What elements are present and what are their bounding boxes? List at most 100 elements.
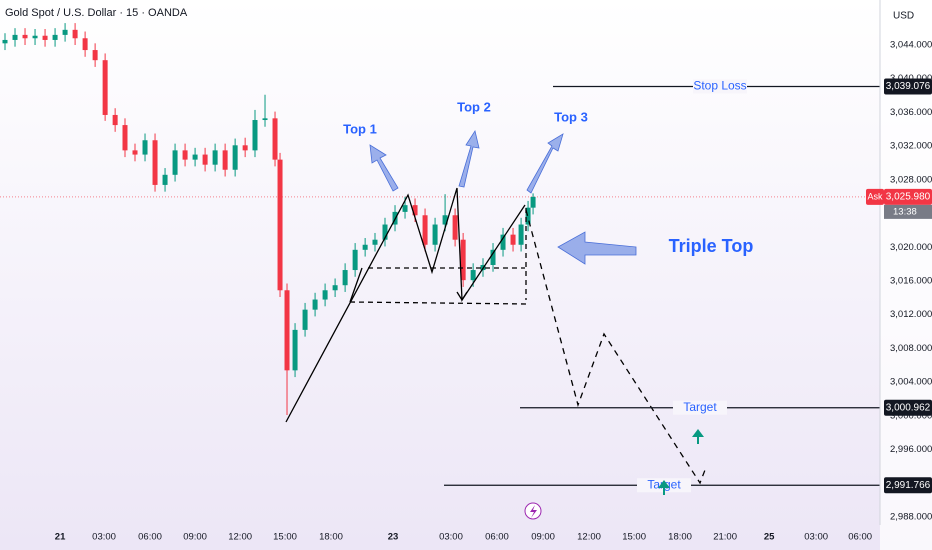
annotation: Top 3 <box>554 109 588 124</box>
countdown-tag <box>884 204 932 219</box>
candle-body <box>352 249 358 271</box>
x-tick-label: 06:00 <box>848 532 872 543</box>
arrow-head <box>456 291 468 302</box>
candle-body <box>202 154 208 165</box>
candle-body <box>412 205 418 216</box>
candle-body <box>342 270 348 286</box>
x-tick-label: 09:00 <box>531 532 555 543</box>
candle-body <box>525 207 531 225</box>
x-tick-label: 21 <box>55 532 66 543</box>
candle-body <box>132 150 138 155</box>
countdown-label: 13:38 <box>893 206 917 217</box>
y-tick-label: 3,004.000 <box>890 377 932 388</box>
candle-body <box>442 215 448 225</box>
x-tick-label: 09:00 <box>183 532 207 543</box>
candle-body <box>422 215 428 245</box>
candle-body <box>52 34 58 40</box>
candle-body <box>382 224 388 240</box>
y-tick-label: 3,020.000 <box>890 242 932 253</box>
x-tick-label: 18:00 <box>319 532 343 543</box>
candle-body <box>112 114 118 126</box>
up-arrow-icon <box>692 429 704 444</box>
trend-lines <box>285 187 526 423</box>
candle-body <box>242 145 248 151</box>
price-line-label: Target <box>683 400 717 414</box>
y-tick-label: 3,032.000 <box>890 141 932 152</box>
x-tick-label: 15:00 <box>273 532 297 543</box>
candle-body <box>510 234 516 245</box>
label-bg <box>693 79 747 94</box>
candle-body <box>272 118 278 160</box>
x-tick-label: 03:00 <box>92 532 116 543</box>
x-tick-label: 15:00 <box>622 532 646 543</box>
y-tick-label: 3,016.000 <box>890 276 932 287</box>
candle-body <box>182 150 188 160</box>
y-tick-label: 3,008.000 <box>890 343 932 354</box>
candle-body <box>277 159 283 291</box>
price-tag-label: 2,991.766 <box>886 480 931 491</box>
projection <box>525 209 706 485</box>
ask-tag <box>866 188 884 205</box>
arrow <box>557 231 637 265</box>
price-tag <box>884 399 932 416</box>
x-tick-label: 21:00 <box>713 532 737 543</box>
candle-body <box>162 174 168 185</box>
candle-body <box>122 125 128 151</box>
drawings <box>285 187 706 485</box>
candle-body <box>362 244 368 250</box>
x-tick-label: 18:00 <box>668 532 692 543</box>
candle-body <box>2 39 8 44</box>
arrow <box>369 144 399 192</box>
candle-body <box>42 35 48 40</box>
candle-body <box>142 140 148 155</box>
candle-body <box>460 239 466 281</box>
candle-body <box>518 224 524 245</box>
label-bg <box>673 400 727 415</box>
candle-body <box>222 150 228 170</box>
currency: USD <box>893 11 914 22</box>
candle-body <box>312 299 318 310</box>
candle-body <box>152 140 158 185</box>
y-tick-label: 3,028.000 <box>890 174 932 185</box>
candle-body <box>12 34 18 40</box>
x-tick-label: 12:00 <box>228 532 252 543</box>
candle-body <box>452 215 458 240</box>
candle-body <box>322 290 328 300</box>
arrow <box>458 129 480 188</box>
price-tag <box>884 477 932 494</box>
y-tick-label: 3,000.000 <box>890 410 932 421</box>
price-tag-label: 3,000.962 <box>886 402 931 413</box>
arrow <box>526 133 564 194</box>
price-tag-label: 3,039.076 <box>886 81 931 92</box>
candle-body <box>284 290 290 371</box>
annotation: Top 1 <box>343 121 377 136</box>
candle-body <box>302 309 308 330</box>
chart-title: Gold Spot / U.S. Dollar · 15 · OANDA <box>5 7 188 19</box>
candle-body <box>500 234 506 250</box>
candle-body <box>372 239 378 245</box>
candle-body <box>32 35 38 39</box>
candle-body <box>192 154 198 160</box>
x-tick-label: 06:00 <box>138 532 162 543</box>
price-line-label: Stop Loss <box>693 79 746 93</box>
x-tick-label: 03:00 <box>804 532 828 543</box>
last-price-tag <box>884 188 932 205</box>
y-tick-label: 3,036.000 <box>890 107 932 118</box>
candle-body <box>232 145 238 170</box>
ask-tag-label: Ask <box>867 191 883 201</box>
x-tick-label: 25 <box>764 532 775 543</box>
candle-body <box>292 329 298 371</box>
x-tick-label: 12:00 <box>577 532 601 543</box>
candle-body <box>432 224 438 245</box>
candle-body <box>82 38 88 51</box>
candle-body <box>470 270 476 281</box>
y-tick-label: 3,012.000 <box>890 309 932 320</box>
up-arrow-icon <box>658 480 670 495</box>
candle-body <box>62 29 68 35</box>
candle-body <box>490 249 496 265</box>
candle-body <box>262 118 268 121</box>
y-tick-label: 2,996.000 <box>890 444 932 455</box>
candle-body <box>172 150 178 175</box>
